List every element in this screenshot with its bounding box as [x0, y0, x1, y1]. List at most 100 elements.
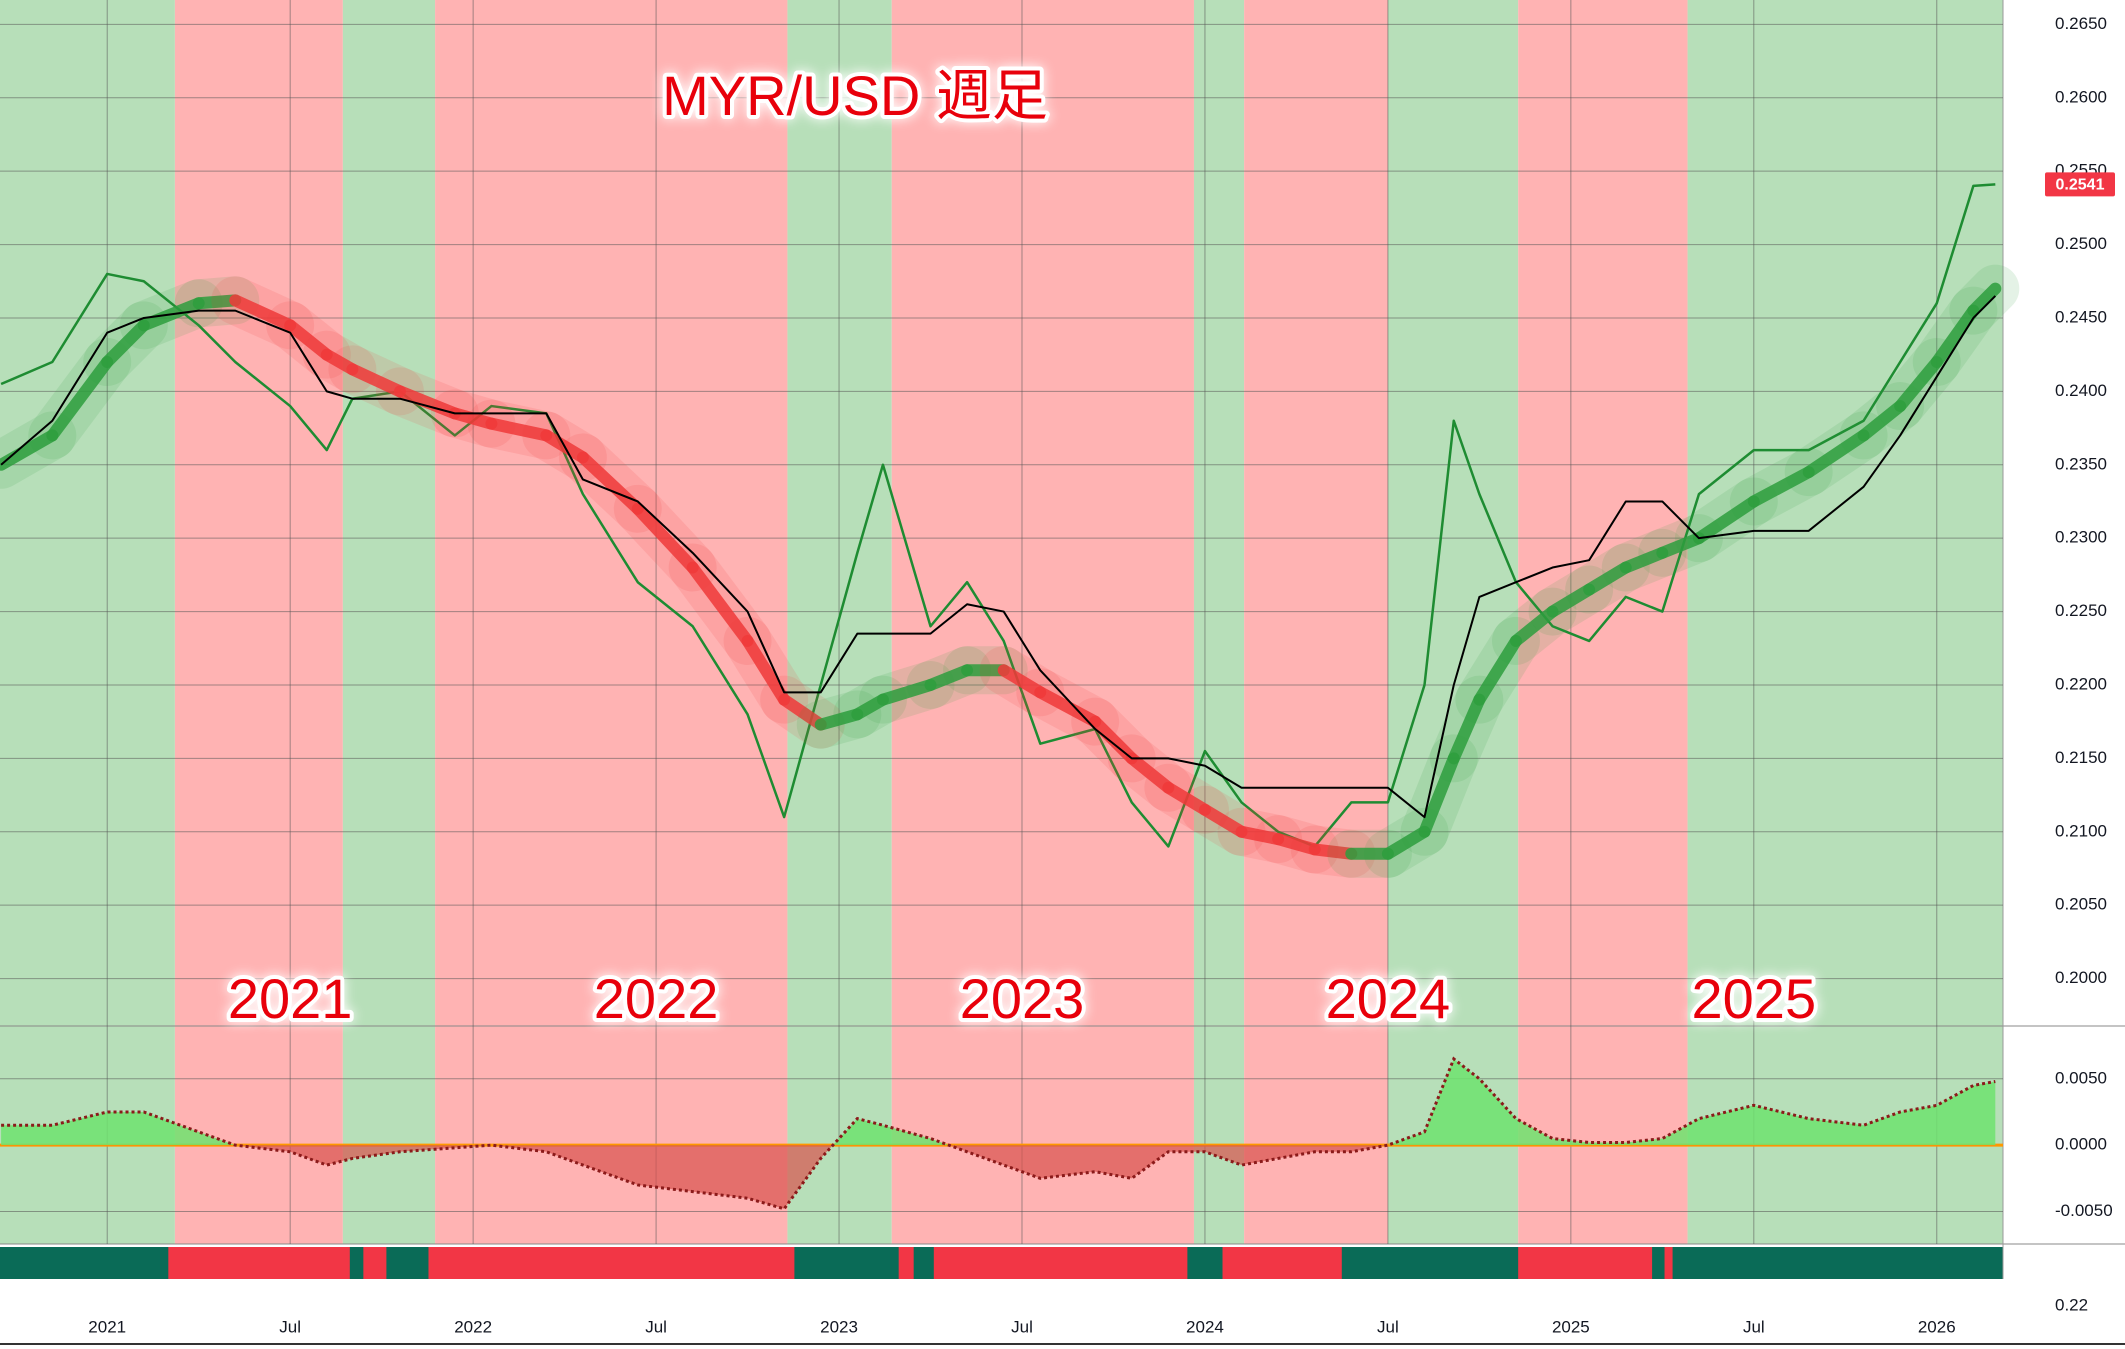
- price-axis: [2003, 0, 2125, 1349]
- x-tick-label: Jul: [1743, 1317, 1765, 1336]
- year-annotation: 2025: [1692, 967, 1817, 1030]
- signal-strip: [1664, 1247, 1674, 1279]
- x-tick-label: 2021: [88, 1317, 126, 1336]
- x-tick-label: 2025: [1552, 1317, 1590, 1336]
- ma-segment: [46, 356, 114, 442]
- ma-segment: [686, 561, 754, 647]
- ma-segment: [393, 385, 461, 420]
- ma-segment: [1583, 561, 1632, 596]
- time-axis: [0, 1279, 2125, 1349]
- ma-segment: [1619, 546, 1669, 574]
- y2-tick-label: 0.0000: [2055, 1135, 2107, 1154]
- y-tick-label: 0.2050: [2055, 895, 2107, 914]
- x-tick-label: Jul: [1011, 1317, 1033, 1336]
- price-line: [0, 183, 1996, 848]
- ma-segment: [924, 664, 974, 691]
- oscillator-area-down: [235, 1145, 1388, 1209]
- ma-segment: [1125, 752, 1175, 794]
- x-tick-label: Jul: [645, 1317, 667, 1336]
- ma-segment: [1235, 825, 1285, 846]
- regime-band: [0, 0, 175, 1244]
- ma-segment: [1447, 693, 1486, 765]
- y-tick-label: 0.2250: [2055, 601, 2107, 620]
- ma-segment: [1308, 843, 1358, 860]
- ma-segment: [1473, 634, 1522, 706]
- year-annotation: 2024: [1326, 967, 1451, 1030]
- oscillator-area-up: [1, 1058, 1996, 1146]
- ma-segment: [1198, 803, 1248, 838]
- y3-tick-label: 0.22: [2055, 1295, 2088, 1314]
- x-tick-label: 2026: [1918, 1317, 1956, 1336]
- signal-strip: [933, 1247, 1188, 1279]
- signal-strip: [794, 1247, 900, 1279]
- chart-title: MYR/USD 週足: [662, 64, 1048, 127]
- label-layer: 2021 Jul 2022 Jul 2023 Jul 2024 Jul 2025 Jul 2026 0…: [88, 14, 2115, 1336]
- ma-segment: [876, 678, 937, 706]
- ma-segment: [814, 708, 864, 731]
- signal-strip: [363, 1247, 387, 1279]
- signal-strip: [1341, 1247, 1519, 1279]
- last-value-label: 0.2541: [2056, 177, 2105, 194]
- ma-segment: [101, 319, 150, 369]
- x-tick-label: Jul: [1377, 1317, 1399, 1336]
- ma-segment: [485, 417, 553, 442]
- ma-segment: [576, 451, 644, 515]
- y-tick-label: 0.2500: [2055, 234, 2107, 253]
- x-tick-label: 2023: [820, 1317, 858, 1336]
- ma-segment: [448, 407, 498, 430]
- ma-segment: [1747, 466, 1815, 508]
- y-tick-label: 0.2000: [2055, 968, 2107, 987]
- ma-segment: [346, 363, 406, 398]
- ma-segment: [1894, 356, 1943, 413]
- ma-segment: [192, 294, 242, 310]
- ma-segment: [1509, 605, 1559, 647]
- ma-segment: [1162, 781, 1211, 816]
- last-value-box: [2045, 172, 2115, 197]
- x-tick-label: Jul: [279, 1317, 301, 1336]
- signal-strip: [898, 1247, 915, 1279]
- y-tick-label: 0.2200: [2055, 674, 2107, 693]
- ma-segment: [1967, 282, 2002, 317]
- y2-tick-label: 0.0050: [2055, 1068, 2107, 1087]
- y-tick-label: 0.2150: [2055, 748, 2107, 767]
- regime-band: [1387, 0, 1519, 1244]
- y-tick-label: 0.2450: [2055, 307, 2107, 326]
- ma-segment: [1381, 825, 1431, 860]
- ma-segment: [631, 502, 699, 574]
- regime-band: [1193, 0, 1245, 1244]
- ma-segment: [997, 664, 1047, 699]
- ma-segment: [741, 634, 791, 706]
- x-tick-label: 2022: [454, 1317, 492, 1336]
- signal-strip: [0, 1247, 169, 1279]
- year-annotation: 2022: [594, 967, 719, 1030]
- regime-band: [1687, 0, 2003, 1244]
- regime-band: [342, 0, 436, 1244]
- ma-segment: [1930, 304, 1980, 369]
- x-tick-label: 2024: [1186, 1317, 1224, 1336]
- y-tick-label: 0.2350: [2055, 454, 2107, 473]
- signal-strip: [1652, 1247, 1666, 1279]
- signal-strip: [168, 1247, 351, 1279]
- ma-segment: [284, 319, 333, 361]
- mark-layer: [0, 183, 2020, 1211]
- signal-strip: [1672, 1247, 2004, 1279]
- y-tick-label: 0.2600: [2055, 87, 2107, 106]
- ma-segment: [1418, 752, 1460, 838]
- ma-segment: [1034, 686, 1102, 728]
- signal-strip: [1187, 1247, 1224, 1279]
- signal-strip: [386, 1247, 429, 1279]
- signal-strip: [913, 1247, 935, 1279]
- regime-band: [174, 0, 343, 1244]
- y-tick-label: 0.2400: [2055, 381, 2107, 400]
- trail-line: [0, 295, 1997, 819]
- year-annotation: 2021: [228, 967, 353, 1030]
- y2-tick-label: -0.0050: [2055, 1201, 2113, 1220]
- ma-segment: [1802, 429, 1870, 479]
- year-annotation: 2023: [960, 967, 1085, 1030]
- ma-segment: [778, 693, 827, 731]
- ma-segment: [0, 429, 59, 471]
- ma-segment: [1656, 532, 1705, 559]
- ma-segment: [1857, 400, 1907, 442]
